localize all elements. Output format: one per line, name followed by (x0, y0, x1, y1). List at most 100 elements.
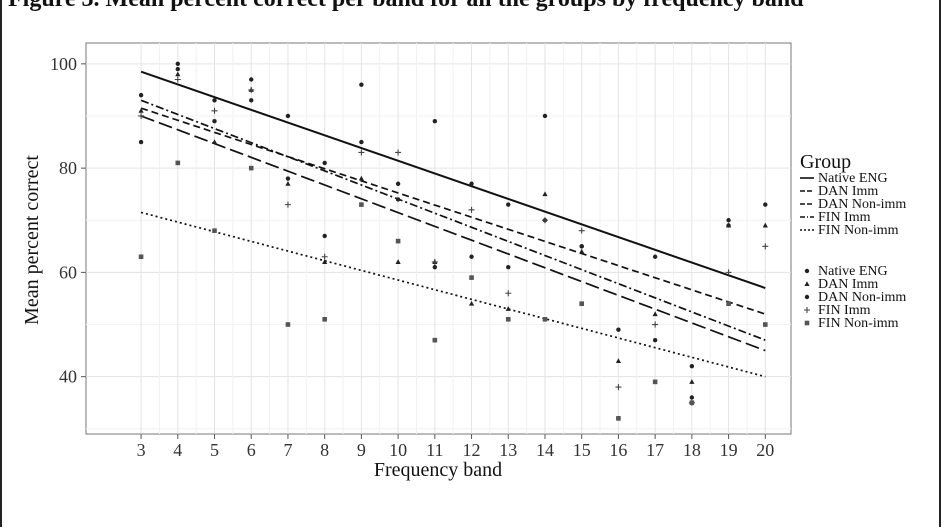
x-tick-label: 20 (756, 440, 774, 460)
data-point (322, 233, 327, 239)
y-axis-title: Mean percent correct (21, 155, 43, 325)
data-point (359, 82, 364, 87)
data-point (174, 76, 181, 83)
data-point (249, 77, 254, 82)
data-point (358, 149, 365, 156)
regression-line (140, 70, 766, 289)
y-tick-label: 100 (50, 54, 77, 74)
x-tick-label: 8 (320, 440, 329, 460)
x-tick-label: 9 (357, 440, 366, 460)
data-point (726, 223, 731, 228)
data-points (138, 61, 769, 421)
data-point (212, 98, 217, 103)
data-point (506, 264, 511, 270)
data-point (359, 139, 364, 145)
data-point (469, 275, 474, 280)
data-point (138, 107, 144, 113)
x-tick-label: 18 (683, 440, 701, 460)
x-axis-title: Frequency band (374, 459, 502, 481)
data-point (211, 139, 218, 145)
data-point (505, 306, 511, 311)
x-tick-label: 11 (426, 440, 443, 460)
data-point (431, 258, 438, 265)
data-point (762, 243, 769, 250)
data-point (175, 71, 181, 77)
data-point (212, 228, 217, 233)
legend-point-key (804, 268, 810, 274)
x-tick-label: 16 (609, 440, 627, 460)
data-point (762, 222, 768, 228)
data-point (138, 112, 145, 119)
data-point (211, 107, 218, 114)
y-tick-label: 60 (59, 262, 77, 282)
y-tick-label: 40 (59, 367, 77, 387)
data-point (541, 217, 548, 224)
data-point (542, 191, 548, 197)
x-tick-label: 15 (573, 440, 591, 460)
data-point (322, 259, 328, 264)
data-point (505, 290, 512, 297)
data-point (175, 160, 181, 166)
data-point (689, 400, 695, 406)
plot-panel (85, 42, 792, 435)
data-point (652, 311, 658, 317)
data-point (725, 269, 732, 276)
data-point (284, 201, 291, 208)
data-point (469, 181, 474, 186)
data-point (321, 253, 328, 260)
x-tick-label: 17 (646, 440, 664, 460)
legend-point-label: FIN Non-imm (818, 316, 899, 331)
data-point (652, 379, 658, 385)
legend-point-key (804, 294, 810, 300)
x-tick-label: 7 (283, 440, 292, 460)
data-point (616, 327, 621, 332)
x-tick-label: 14 (536, 440, 554, 460)
figure-caption: Figure 3. Mean percent correct per band … (8, 0, 804, 13)
legend-point-key (804, 320, 810, 326)
x-axis-ticks: 3 4 5 6 7 8 9 10 11 12 13 14 15 16 17 18 19 20 (137, 434, 774, 460)
data-point (432, 264, 438, 270)
x-tick-label: 3 (137, 440, 146, 460)
regression-line (140, 115, 766, 352)
data-point (762, 322, 768, 327)
data-point (285, 322, 291, 327)
data-point (322, 317, 327, 322)
data-point (616, 416, 621, 421)
legend-line-label: FIN Non-imm (818, 223, 899, 238)
y-axis-ticks: 40 60 80 100 (50, 54, 86, 387)
data-point (579, 244, 584, 249)
data-point (652, 254, 658, 259)
data-point (726, 218, 731, 223)
data-point (138, 254, 144, 260)
data-point (652, 321, 659, 328)
x-tick-label: 6 (247, 440, 256, 460)
legend-point-label: DAN Non-imm (818, 290, 906, 305)
data-point (468, 300, 475, 306)
data-point (395, 197, 401, 202)
regression-lines (140, 70, 766, 378)
data-point (505, 317, 511, 322)
data-point (358, 175, 364, 181)
legend-point-label: DAN Imm (818, 277, 878, 292)
data-point (285, 180, 291, 186)
data-point (579, 248, 585, 254)
legend-point-label: Native ENG (818, 264, 888, 279)
data-point (432, 119, 438, 124)
legend-line-label: DAN Non-imm (818, 197, 906, 212)
data-point (138, 92, 144, 98)
data-point (285, 176, 291, 181)
data-point (542, 113, 548, 119)
x-tick-label: 13 (499, 440, 517, 460)
x-tick-label: 4 (173, 440, 182, 460)
x-tick-label: 5 (210, 440, 219, 460)
data-point (689, 364, 695, 369)
legend-point-label: FIN Imm (818, 303, 871, 318)
legend-line-label: FIN Imm (818, 210, 871, 225)
data-point (542, 317, 548, 322)
legend-point-key (804, 281, 810, 286)
data-point (652, 337, 658, 343)
grid-lines (86, 43, 791, 434)
